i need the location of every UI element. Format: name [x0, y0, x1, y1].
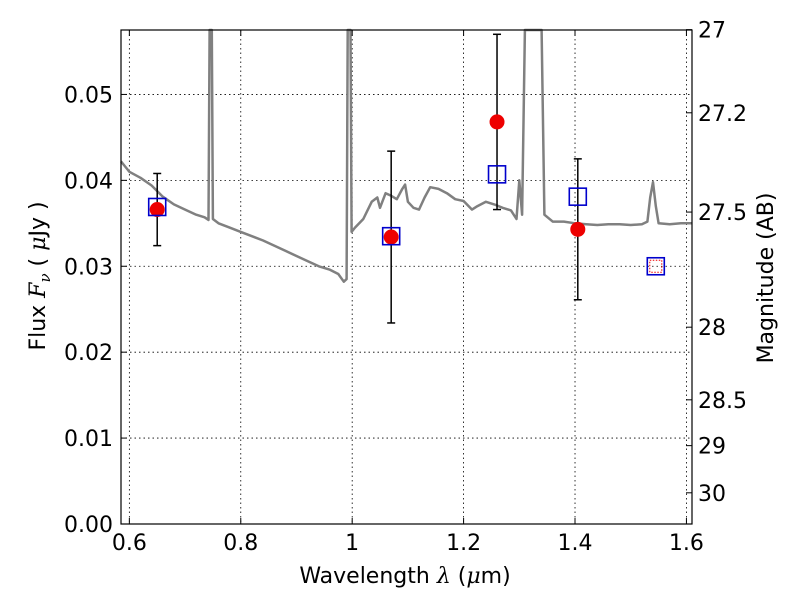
- x-tick-label: 1.4: [558, 531, 593, 556]
- x-tick-label: 1.2: [446, 531, 481, 556]
- x-tick-label: 0.8: [223, 531, 258, 556]
- x-axis-label: Wavelength λ (μm): [299, 564, 510, 589]
- y-tick-label: 0.02: [64, 341, 113, 366]
- y2-tick-label: 27: [698, 19, 726, 44]
- observed-point: [489, 114, 505, 130]
- y2-axis-label: Magnitude (AB): [754, 193, 779, 364]
- sed-model-line: [120, 28, 692, 283]
- observed-point: [149, 202, 165, 218]
- y2-tick-label: 29: [698, 435, 726, 460]
- plot-frame: [120, 29, 693, 525]
- error-bars: [153, 33, 582, 324]
- observed-point: [570, 221, 586, 237]
- x-axis-ticks: 0.6 0.8 1 1.2 1.4 1.6: [112, 30, 704, 556]
- y-tick-label: 0.04: [64, 169, 113, 194]
- observed-point: [383, 229, 399, 245]
- upper-limit-marker: [649, 259, 663, 273]
- y2-tick-label: 28.5: [698, 389, 747, 414]
- sed-model-series: [120, 28, 692, 283]
- y-tick-label: 0.00: [64, 513, 113, 538]
- observed-series: [149, 114, 663, 273]
- model-point: [147, 197, 167, 217]
- y2-tick-label: 27.2: [698, 102, 747, 127]
- y2-axis-ticks: 27 27.2 27.5 28 28.5 29 30: [686, 19, 747, 507]
- y-axis-label: Flux Fν ( μJy ): [26, 201, 54, 350]
- y2-tick-label: 27.5: [698, 201, 747, 226]
- model-point: [381, 226, 401, 246]
- model-point: [487, 165, 507, 184]
- y-tick-label: 0.01: [64, 427, 113, 452]
- x-tick-label: 1: [345, 531, 359, 556]
- grid: [121, 30, 692, 524]
- model-photometry-series: [147, 165, 666, 276]
- x-tick-label: 0.6: [112, 531, 147, 556]
- model-point: [568, 187, 588, 206]
- y-axis-ticks: 0.00 0.01 0.02 0.03 0.04 0.05: [64, 83, 127, 538]
- model-point: [646, 256, 666, 276]
- x-tick-label: 1.6: [669, 531, 704, 556]
- y-tick-label: 0.05: [64, 83, 113, 108]
- y2-tick-label: 30: [698, 482, 726, 507]
- y2-tick-label: 28: [698, 316, 726, 341]
- y-tick-label: 0.03: [64, 255, 113, 280]
